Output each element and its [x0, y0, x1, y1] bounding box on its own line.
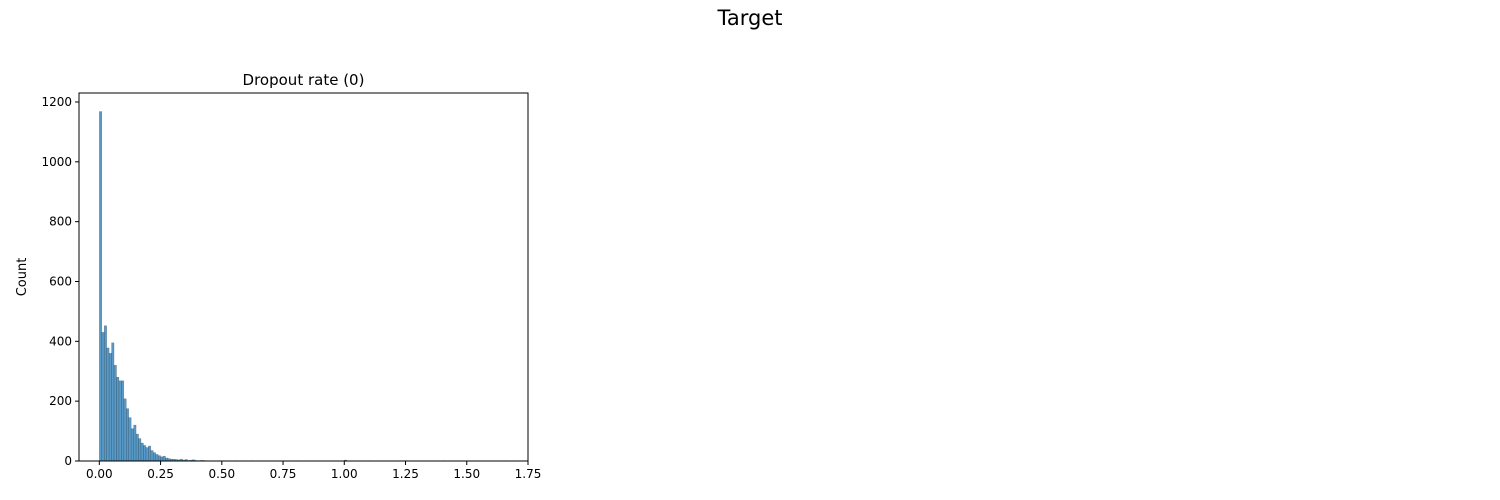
x-tick-label: 1.75	[515, 467, 542, 481]
histogram-bars	[99, 111, 507, 462]
histogram-bar	[143, 445, 147, 462]
histogram-bar	[135, 433, 139, 462]
x-tick-label: 1.00	[331, 467, 358, 481]
histogram-bar	[152, 452, 156, 462]
histogram-bar	[116, 376, 120, 462]
histogram-bar	[130, 428, 134, 462]
histogram-bar	[140, 442, 144, 462]
histogram-bar	[113, 365, 117, 462]
x-tick-label: 0.75	[270, 467, 297, 481]
histogram-bar	[133, 424, 137, 462]
x-tick-label: 1.50	[453, 467, 480, 481]
y-axis-ticks: 0 200 400 600 800 1000 1200	[41, 95, 79, 468]
histogram-bar	[162, 455, 166, 462]
axes-frame	[78, 92, 529, 462]
histogram-bar	[123, 398, 127, 462]
histogram-bar	[145, 447, 149, 462]
histogram-bar	[111, 342, 115, 462]
histogram-bar	[121, 380, 125, 462]
y-tick-label: 600	[49, 274, 72, 288]
histogram-bar	[160, 456, 164, 462]
y-tick-label: 1200	[41, 95, 72, 109]
x-tick-label: 1.25	[392, 467, 419, 481]
histogram-bar	[148, 445, 152, 462]
figure-suptitle: Target	[717, 6, 783, 30]
histogram-bar	[157, 455, 161, 462]
histogram-bar	[118, 380, 122, 462]
x-tick-label: 0.25	[147, 467, 174, 481]
histogram-bar	[106, 347, 110, 462]
y-tick-label: 800	[49, 215, 72, 229]
histogram-bar	[103, 325, 107, 462]
y-tick-label: 200	[49, 394, 72, 408]
histogram-bar	[138, 438, 142, 462]
histogram-bar	[101, 332, 105, 462]
chart-title: Dropout rate (0)	[243, 71, 365, 89]
histogram-bar	[126, 408, 129, 462]
x-tick-label: 0.50	[208, 467, 235, 481]
y-tick-label: 1000	[41, 155, 72, 169]
histogram-bar	[99, 111, 103, 462]
histogram-bar	[150, 450, 154, 462]
y-tick-label: 400	[49, 334, 72, 348]
x-axis-ticks: 0.00 0.25 0.50 0.75 1.00 1.25 1.50 1.75	[86, 461, 541, 481]
histogram-bar	[155, 454, 159, 462]
x-tick-label: 0.00	[86, 467, 113, 481]
y-axis-label: Count	[15, 258, 30, 297]
histogram-bar	[108, 353, 112, 462]
y-tick-label: 0	[64, 454, 72, 468]
histogram-bar	[128, 417, 132, 462]
